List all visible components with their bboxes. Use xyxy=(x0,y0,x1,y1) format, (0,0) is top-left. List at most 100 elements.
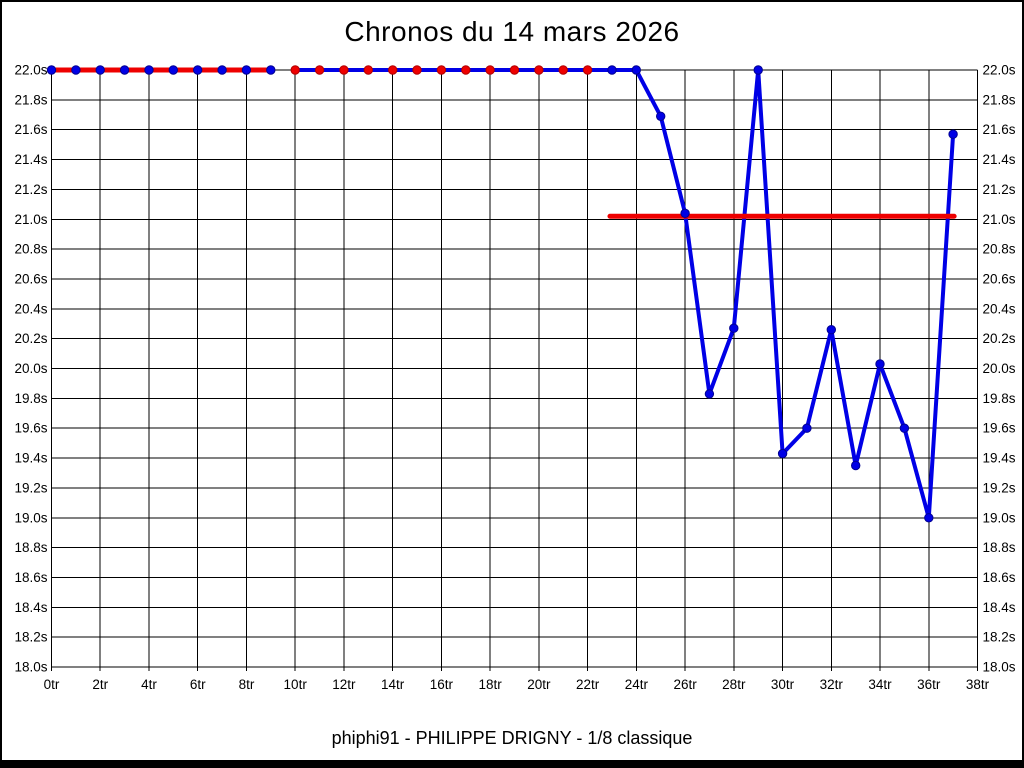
y-axis-label-left: 19.4s xyxy=(14,451,47,466)
x-axis-label: 18tr xyxy=(478,677,502,692)
y-axis-label-right: 19.2s xyxy=(983,480,1016,495)
y-axis-label-left: 20.6s xyxy=(14,271,47,286)
x-axis-label: 14tr xyxy=(381,677,405,692)
y-axis-label-right: 18.0s xyxy=(983,660,1016,675)
y-axis-label-right: 20.4s xyxy=(983,301,1016,316)
x-axis-label: 34tr xyxy=(868,677,892,692)
x-axis-label: 22tr xyxy=(576,677,600,692)
data-point-marker xyxy=(168,65,179,75)
y-axis-label-left: 19.2s xyxy=(14,480,47,495)
data-point-marker xyxy=(729,323,739,333)
y-axis-label-right: 19.4s xyxy=(983,451,1016,466)
y-axis-label-right: 20.6s xyxy=(983,271,1016,286)
data-point-marker xyxy=(582,65,593,75)
data-point-marker xyxy=(607,65,617,75)
data-point-marker xyxy=(314,65,325,75)
data-point-marker xyxy=(631,65,641,75)
data-point-marker xyxy=(71,65,81,75)
y-axis-label-left: 20.0s xyxy=(14,361,47,376)
y-axis-label-left: 18.8s xyxy=(14,540,47,555)
y-axis-label-left: 20.8s xyxy=(14,242,47,257)
data-point-marker xyxy=(144,65,154,75)
y-axis-label-right: 18.4s xyxy=(983,600,1016,615)
data-point-marker xyxy=(339,65,349,75)
data-point-marker xyxy=(875,359,885,369)
x-axis-label: 20tr xyxy=(527,677,551,692)
bottom-frame-bar xyxy=(2,760,1022,766)
data-point-marker xyxy=(704,389,715,399)
data-point-marker xyxy=(266,65,276,75)
y-axis-label-right: 21.6s xyxy=(983,122,1016,137)
y-axis-label-right: 21.8s xyxy=(983,92,1016,107)
x-axis-label: 26tr xyxy=(673,677,697,692)
data-point-marker xyxy=(412,65,422,75)
y-axis-label-left: 18.2s xyxy=(14,630,47,645)
y-axis-label-right: 20.0s xyxy=(983,361,1016,376)
y-axis-label-right: 20.2s xyxy=(983,331,1016,346)
data-point-marker xyxy=(119,65,130,75)
x-axis-label: 38tr xyxy=(966,677,990,692)
y-axis-label-right: 19.0s xyxy=(983,510,1016,525)
data-point-marker xyxy=(290,65,300,75)
x-axis-label: 4tr xyxy=(141,677,157,692)
data-point-marker xyxy=(193,65,203,75)
y-axis-label-left: 18.4s xyxy=(14,600,47,615)
y-axis-label-left: 21.4s xyxy=(14,152,47,167)
y-axis-label-right: 21.0s xyxy=(983,212,1016,227)
data-point-marker xyxy=(95,65,105,75)
data-point-marker xyxy=(924,513,934,523)
data-point-marker xyxy=(777,448,788,459)
y-axis-label-right: 18.8s xyxy=(983,540,1016,555)
lap-times-line xyxy=(293,68,956,520)
x-axis-label: 12tr xyxy=(332,677,356,692)
y-axis-label-right: 19.6s xyxy=(983,421,1016,436)
data-point-marker xyxy=(509,65,520,75)
data-point-marker xyxy=(826,325,836,335)
y-axis-label-left: 19.8s xyxy=(14,391,47,406)
data-point-marker xyxy=(656,111,666,122)
data-point-marker xyxy=(680,208,690,219)
data-point-marker xyxy=(363,65,373,75)
x-axis-label: 16tr xyxy=(430,677,454,692)
data-point-marker xyxy=(217,65,227,75)
x-axis-label: 6tr xyxy=(190,677,206,692)
y-axis-label-left: 21.0s xyxy=(14,212,47,227)
data-point-marker xyxy=(802,423,812,433)
x-axis-label: 2tr xyxy=(92,677,108,692)
y-axis-label-left: 20.2s xyxy=(14,331,47,346)
x-axis-label: 36tr xyxy=(917,677,941,692)
y-axis-label-right: 21.2s xyxy=(983,182,1016,197)
y-axis-label-right: 18.6s xyxy=(983,570,1016,585)
y-axis-label-left: 18.6s xyxy=(14,570,47,585)
y-axis-label-left: 21.8s xyxy=(14,92,47,107)
x-axis-label: 28tr xyxy=(722,677,746,692)
x-axis-label: 10tr xyxy=(284,677,308,692)
y-axis-label-left: 19.6s xyxy=(14,421,47,436)
data-point-marker xyxy=(461,65,471,75)
data-point-marker xyxy=(851,460,861,471)
x-axis-label: 32tr xyxy=(820,677,844,692)
data-point-marker xyxy=(485,65,495,75)
data-point-marker xyxy=(899,423,910,433)
y-axis-label-left: 21.2s xyxy=(14,182,47,197)
y-axis-label-left: 22.0s xyxy=(14,63,47,78)
y-axis-label-left: 20.4s xyxy=(14,301,47,316)
data-point-marker xyxy=(534,65,544,75)
x-axis-label: 30tr xyxy=(771,677,795,692)
data-point-marker xyxy=(558,65,568,75)
data-point-marker xyxy=(388,65,398,75)
chart-footer: phiphi91 - PHILIPPE DRIGNY - 1/8 classiq… xyxy=(331,728,693,748)
chart-title: Chronos du 14 mars 2026 xyxy=(344,16,680,47)
y-axis-label-right: 21.4s xyxy=(983,152,1016,167)
data-point-marker xyxy=(436,65,447,75)
data-point-marker xyxy=(46,65,57,75)
y-axis-label-right: 22.0s xyxy=(983,63,1016,78)
y-axis-label-right: 20.8s xyxy=(983,242,1016,257)
y-axis-label-left: 21.6s xyxy=(14,122,47,137)
x-axis-label: 8tr xyxy=(239,677,255,692)
y-axis-label-left: 18.0s xyxy=(14,660,47,675)
y-axis-label-left: 19.0s xyxy=(14,510,47,525)
data-point-marker xyxy=(241,65,252,75)
